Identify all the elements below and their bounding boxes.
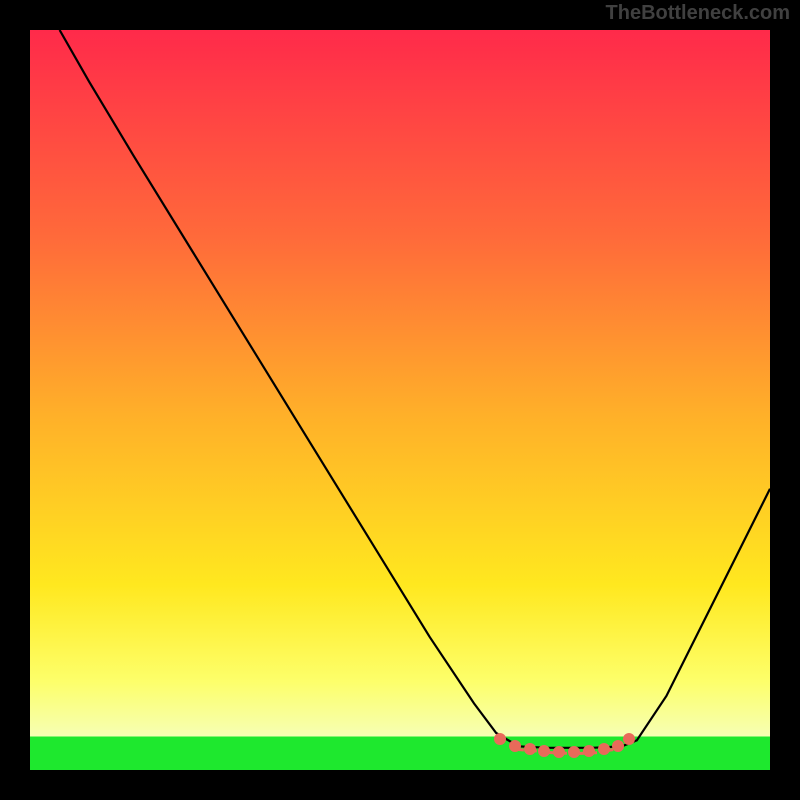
marker-dot: [583, 745, 595, 757]
marker-dot: [612, 740, 624, 752]
marker-dot: [553, 746, 565, 758]
marker-dot: [568, 746, 580, 758]
curve-path: [60, 30, 770, 748]
bottleneck-curve: [30, 30, 770, 770]
plot-area: [30, 30, 770, 770]
marker-dot: [494, 733, 506, 745]
marker-dot: [598, 743, 610, 755]
watermark-text: TheBottleneck.com: [606, 2, 790, 25]
marker-dot: [509, 740, 521, 752]
marker-dot: [538, 745, 550, 757]
marker-dot: [524, 743, 536, 755]
marker-dot: [623, 733, 635, 745]
